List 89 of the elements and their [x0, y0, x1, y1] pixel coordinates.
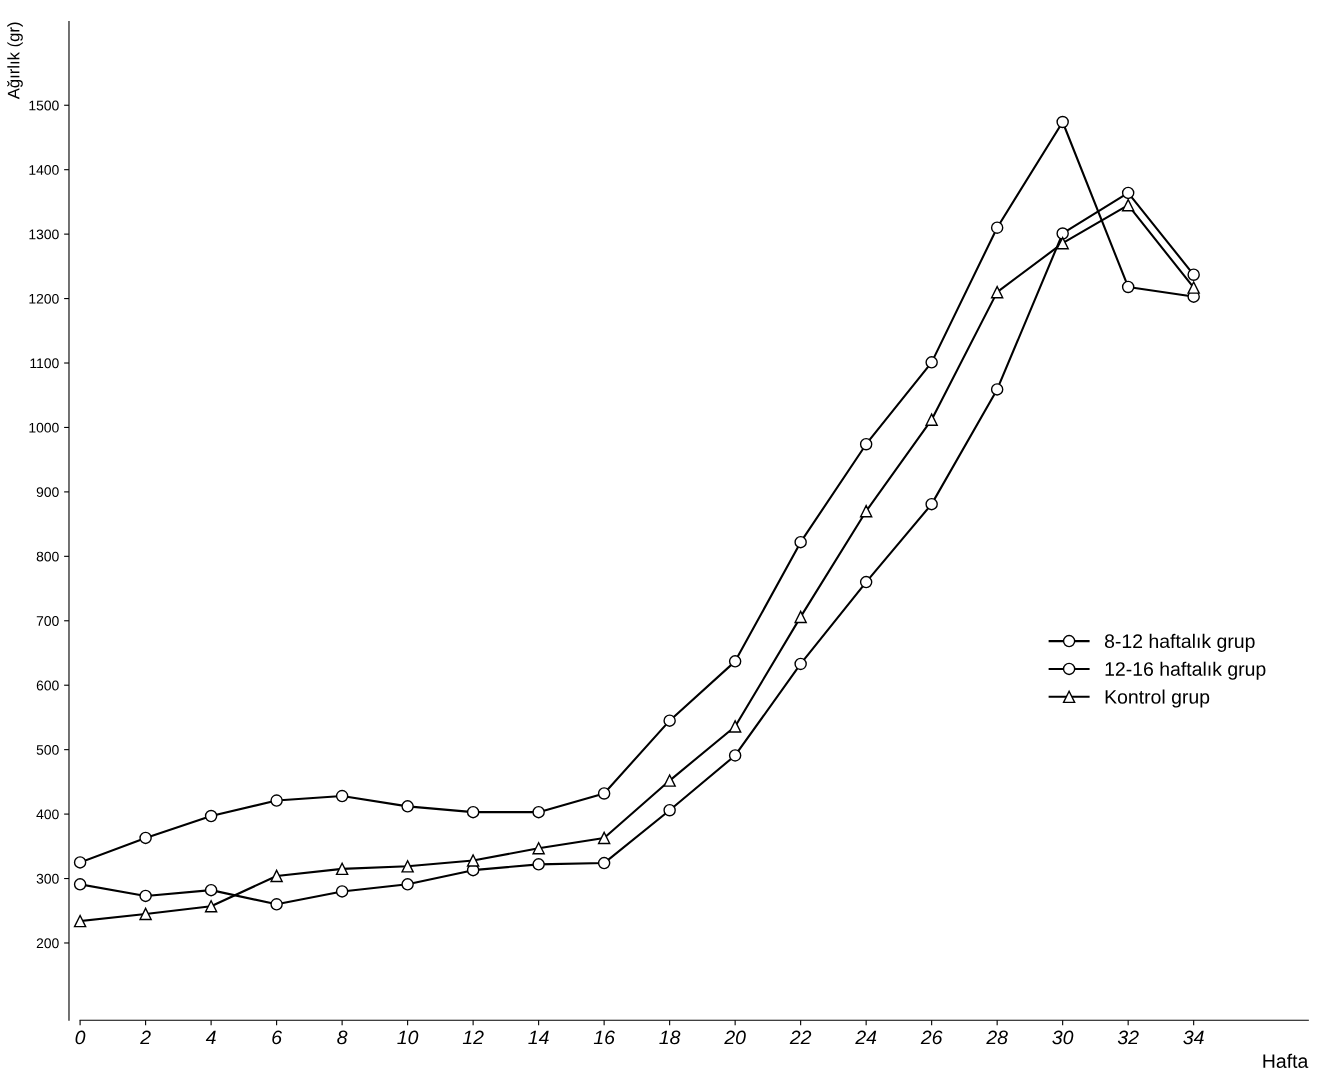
- point: [204, 883, 218, 897]
- point: [663, 714, 676, 727]
- point: [73, 856, 87, 869]
- x-tick-label: 14: [528, 1030, 549, 1045]
- x-tick-label: 12: [462, 1030, 484, 1045]
- x-tick-label: 22: [789, 1030, 812, 1045]
- y-tick-label: 1000: [29, 422, 59, 433]
- point: [1187, 281, 1200, 294]
- point: [335, 789, 349, 803]
- point: [728, 749, 742, 762]
- point: [990, 285, 1004, 299]
- x-tick-label: 2: [140, 1030, 151, 1045]
- point: [1056, 236, 1069, 250]
- point: [270, 898, 283, 911]
- y-tick-label: 600: [36, 680, 59, 691]
- point: [466, 854, 480, 867]
- x-tick-label: 8: [337, 1030, 348, 1045]
- y-tick-label: 800: [36, 551, 59, 562]
- point: [73, 914, 87, 928]
- legend-label: 8-12 haftalık grup: [1104, 633, 1255, 652]
- point: [139, 907, 152, 921]
- point: [663, 803, 676, 817]
- point: [1056, 115, 1069, 129]
- x-tick-label: 28: [986, 1030, 1008, 1045]
- x-tick-label: 20: [724, 1030, 746, 1045]
- point: [859, 437, 873, 451]
- point: [139, 831, 152, 845]
- x-tick-label: 4: [205, 1030, 216, 1045]
- point: [270, 794, 283, 807]
- point: [335, 862, 349, 876]
- point: [1121, 198, 1135, 212]
- x-tick-label: 26: [920, 1030, 943, 1045]
- y-tick-label: 300: [36, 873, 59, 884]
- point: [401, 878, 414, 891]
- point: [728, 655, 742, 668]
- x-tick-label: 34: [1183, 1030, 1204, 1045]
- point: [401, 860, 414, 873]
- y-tick-label: 1400: [29, 165, 59, 175]
- point: [925, 356, 938, 369]
- x-tick-label: 18: [659, 1030, 681, 1045]
- point: [859, 504, 873, 518]
- y-tick-label: 200: [36, 938, 59, 949]
- point: [925, 497, 938, 511]
- y-tick-label: 500: [36, 744, 59, 755]
- point: [1187, 268, 1200, 281]
- x-tick-label: 30: [1052, 1030, 1074, 1045]
- point: [990, 383, 1004, 396]
- point: [466, 805, 480, 819]
- point: [532, 858, 545, 871]
- legend-label: 12-16 haftalık grup: [1105, 661, 1266, 680]
- x-tick-label: 32: [1117, 1030, 1139, 1045]
- point: [925, 413, 938, 426]
- point: [532, 841, 545, 855]
- point: [139, 889, 152, 903]
- point: [73, 878, 87, 891]
- point: [597, 787, 611, 800]
- x-axis-title: Hafta: [1263, 1053, 1309, 1068]
- point: [663, 774, 676, 787]
- y-tick-label: 1500: [29, 100, 59, 111]
- point: [794, 610, 807, 624]
- point: [532, 805, 545, 819]
- x-tick-label: 16: [593, 1030, 615, 1045]
- point: [204, 809, 218, 823]
- point: [859, 575, 873, 589]
- point: [1121, 186, 1135, 200]
- point: [990, 221, 1004, 234]
- point: [597, 831, 611, 845]
- y-tick-label: 1200: [29, 293, 59, 304]
- y-axis-title: Ağırlık (gr): [7, 22, 23, 100]
- legend-label: Kontrol grup: [1105, 689, 1210, 708]
- x-tick-label: 0: [75, 1030, 86, 1045]
- point: [335, 885, 349, 898]
- point: [728, 720, 742, 733]
- point: [597, 856, 611, 870]
- point: [794, 535, 807, 549]
- point: [270, 869, 283, 883]
- y-tick-label: 900: [36, 487, 59, 498]
- point: [794, 657, 807, 671]
- x-tick-label: 10: [397, 1030, 419, 1045]
- x-tick-label: 6: [272, 1030, 283, 1045]
- point: [1056, 227, 1069, 240]
- point: [401, 800, 414, 813]
- y-tick-label: 400: [36, 809, 59, 820]
- x-tick-label: 24: [855, 1030, 877, 1045]
- y-tick-label: 1100: [30, 358, 59, 369]
- point: [204, 899, 218, 913]
- y-tick-label: 700: [36, 616, 59, 626]
- point: [1121, 280, 1135, 294]
- y-tick-label: 1300: [29, 229, 59, 240]
